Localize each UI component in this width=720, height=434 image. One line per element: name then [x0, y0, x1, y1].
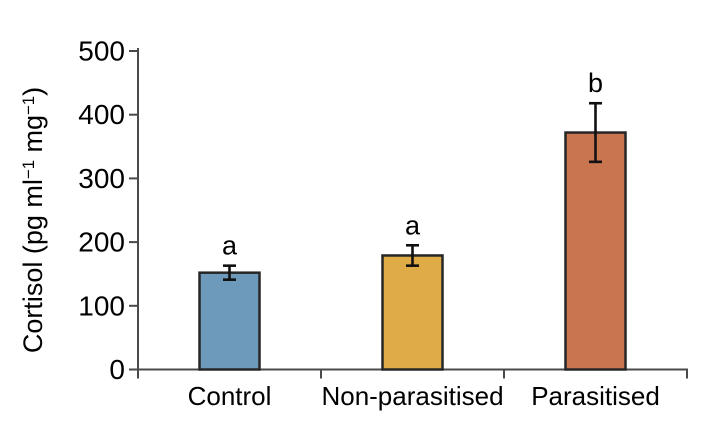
y-tick-label-0: 0 [109, 354, 125, 385]
bar-parasitised [564, 131, 627, 371]
significance-letter-control: a [222, 231, 238, 261]
significance-letter-parasitised: b [588, 68, 603, 98]
y-tick-label-100: 100 [78, 290, 125, 321]
y-tick-label-200: 200 [78, 227, 125, 258]
y-axis-title: Cortisol (pg ml−1 mg−1) [14, 10, 52, 430]
x-category-label-parasitised: Parasitised [531, 381, 660, 411]
bar-control [198, 271, 261, 371]
y-tick-label-400: 400 [78, 99, 125, 130]
y-tick-label-300: 300 [78, 163, 125, 194]
significance-letter-non-parasitised: a [405, 210, 421, 240]
y-axis-title-superscript: −1 [18, 95, 38, 115]
y-tick-label-500: 500 [78, 36, 125, 67]
bar-non-parasitised [381, 254, 444, 371]
y-axis-title-text: mg [18, 114, 48, 160]
y-axis-title-text: Cortisol (pg ml [18, 179, 48, 354]
y-axis-title-text: ) [18, 86, 48, 96]
y-axis-title-superscript: −1 [18, 159, 38, 180]
x-category-label-non-parasitised: Non-parasitised [321, 381, 503, 411]
x-category-label-control: Control [188, 381, 272, 411]
